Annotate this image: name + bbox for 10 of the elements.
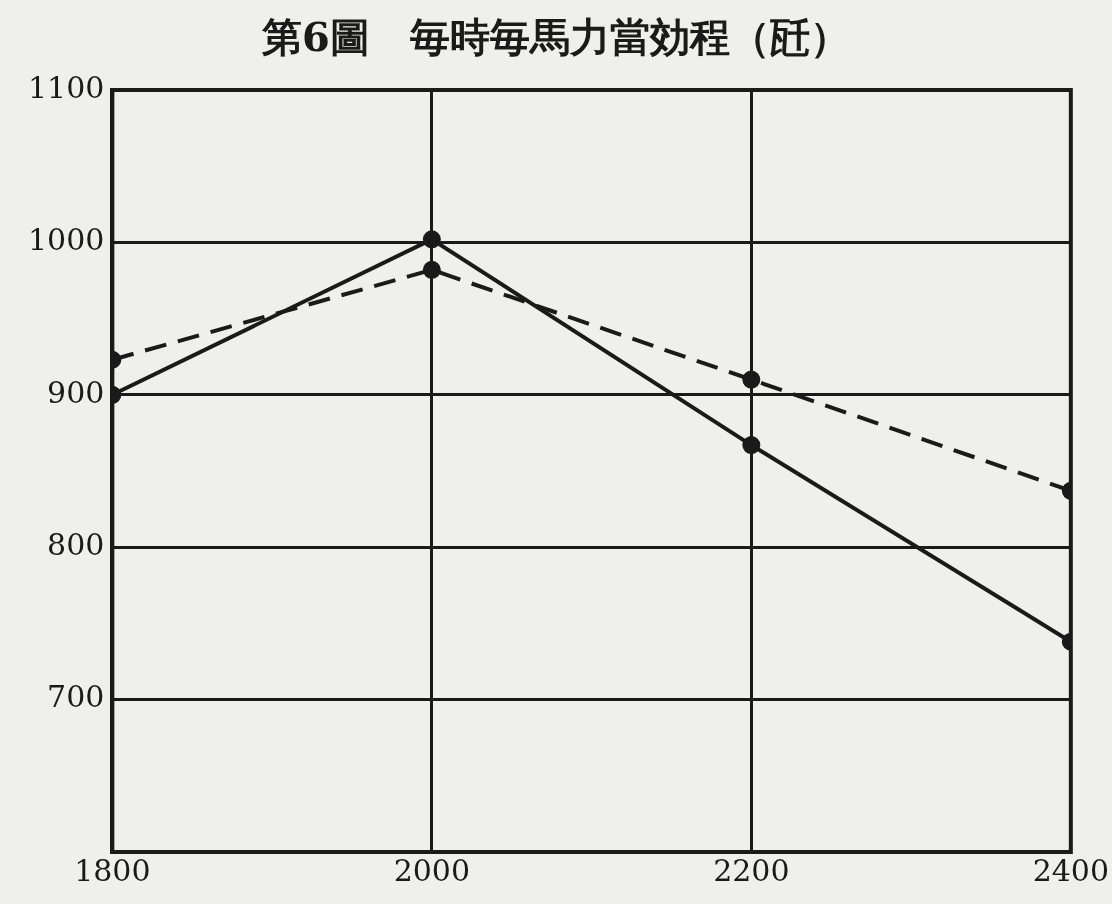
x-tick-label: 2200	[713, 852, 790, 888]
x-tick-label: 2400	[1032, 852, 1110, 888]
y-tick-label: 1100	[27, 69, 105, 105]
x-tick-label: 1800	[74, 852, 151, 888]
x-tick-label: 2000	[393, 852, 471, 888]
y-tick-label: 800	[47, 527, 105, 562]
y-tick-label: 1000	[27, 222, 105, 258]
y-tick-label: 900	[47, 374, 105, 410]
y-tick-label: 700	[47, 679, 105, 715]
chart-title: 第6圖 毎時毎馬力當効程（瓩）	[261, 12, 851, 62]
